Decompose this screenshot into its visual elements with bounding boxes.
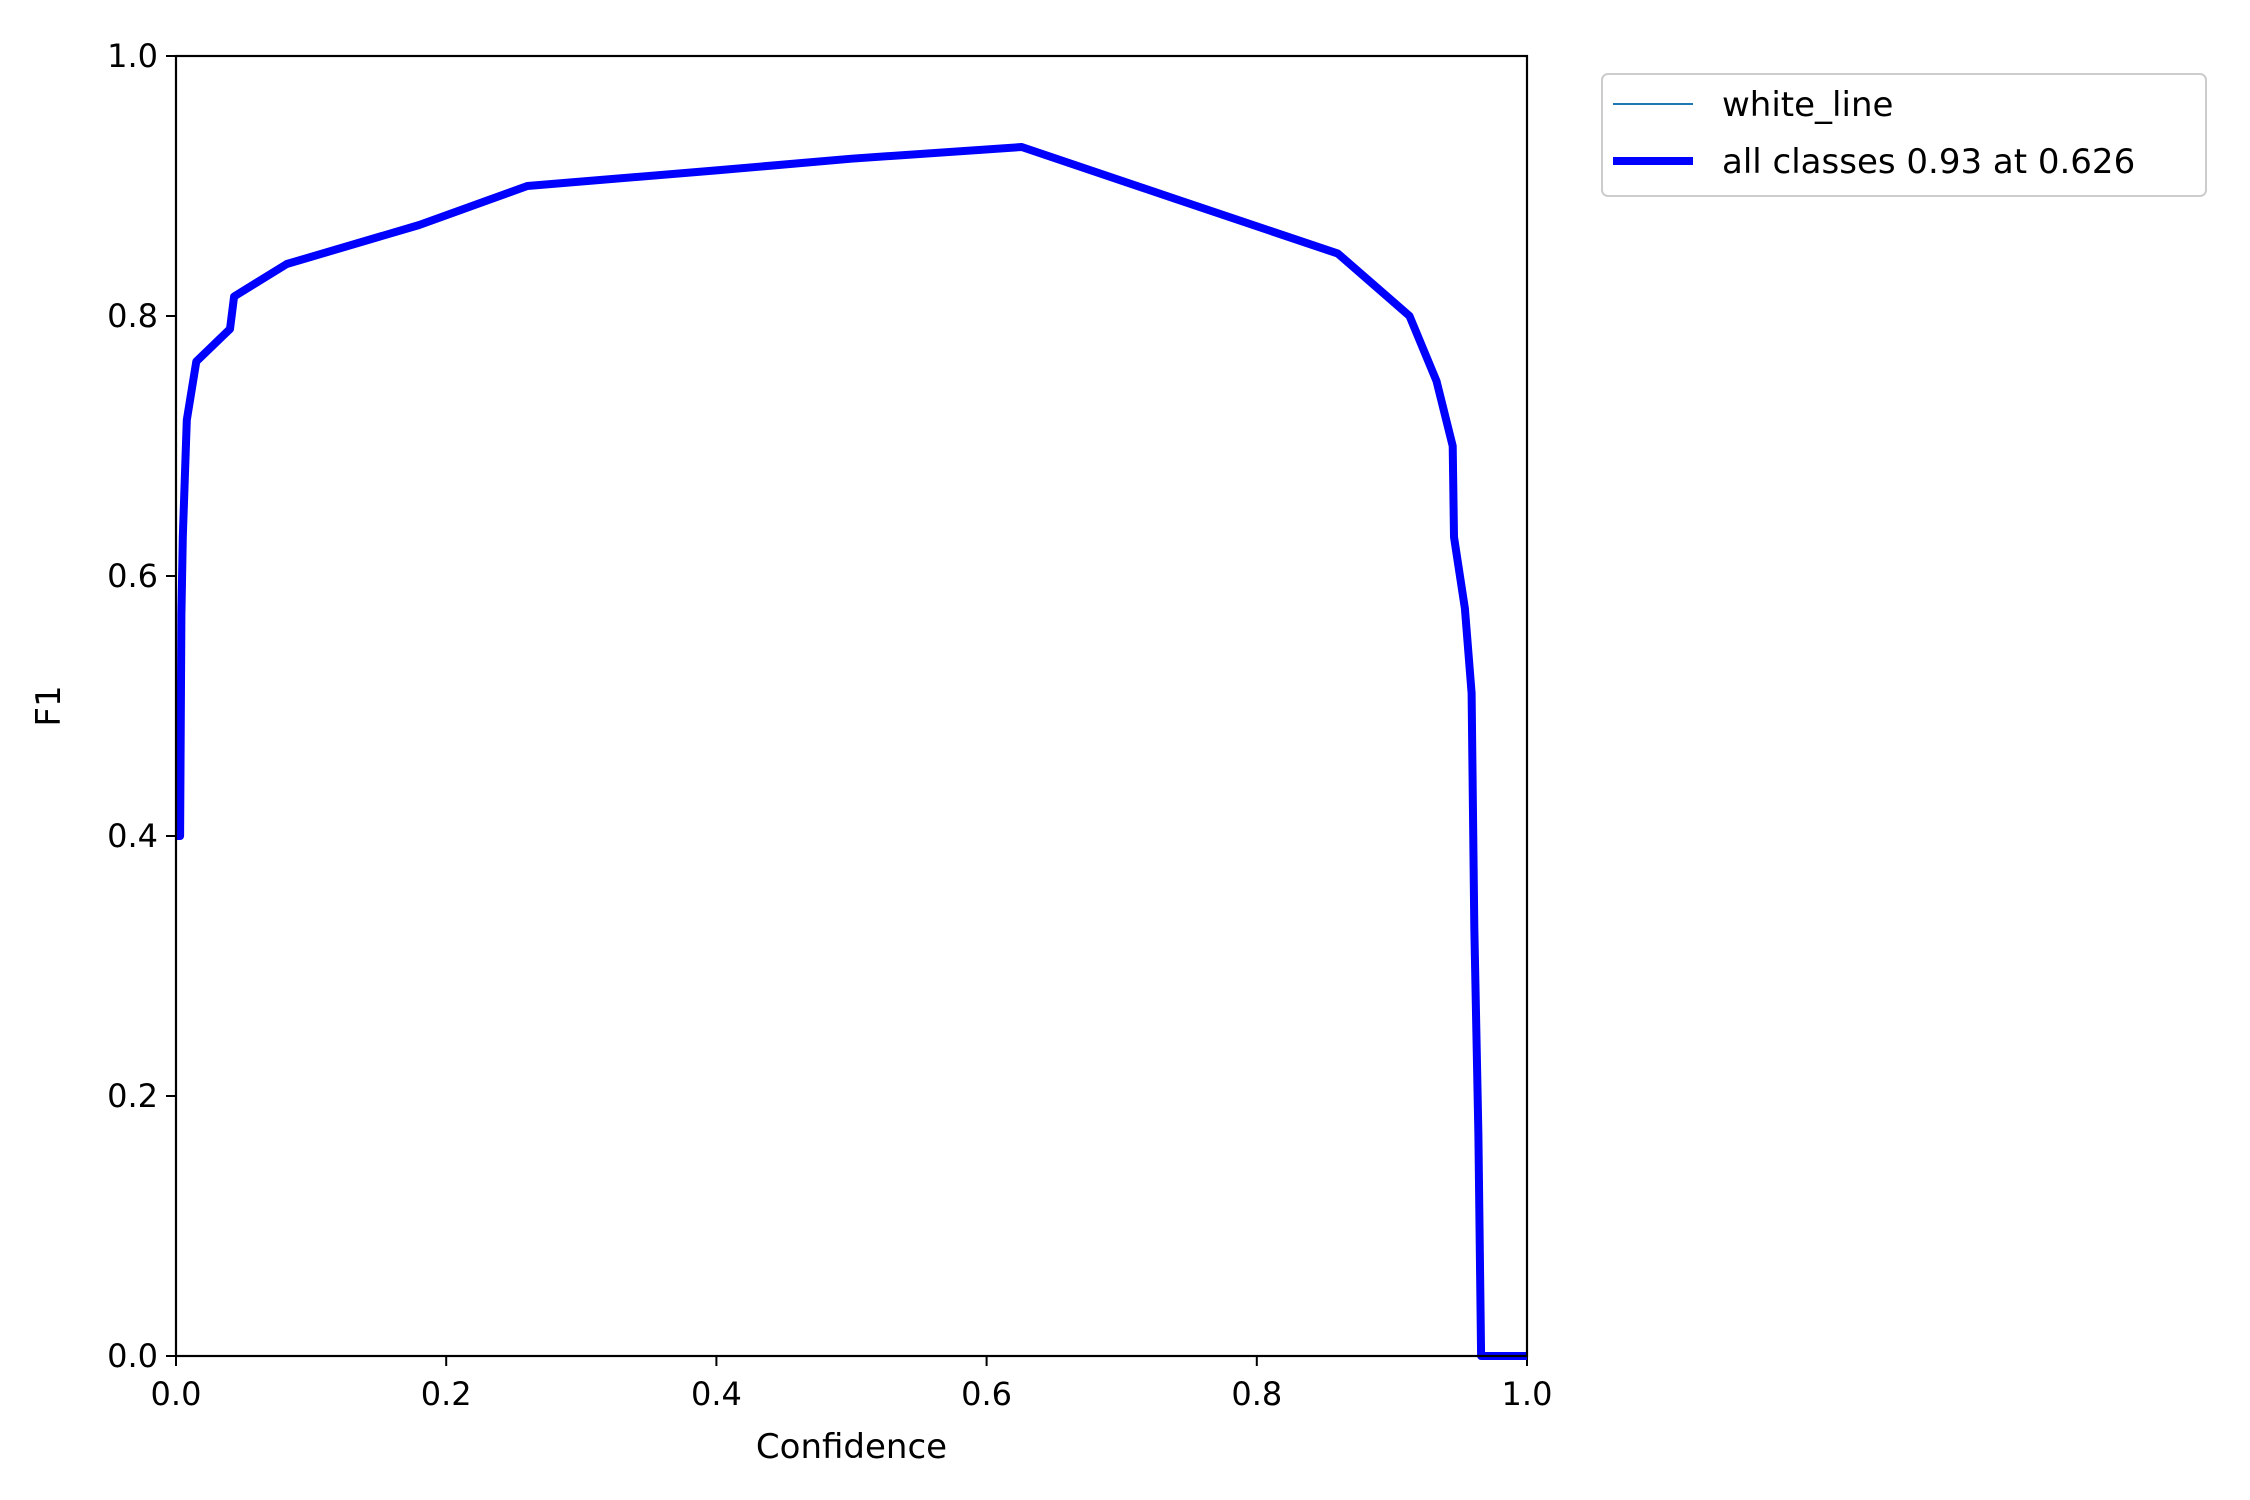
x-tick-label: 0.6: [961, 1375, 1012, 1413]
x-axis-label: Confidence: [756, 1427, 947, 1467]
y-tick-label: 0.0: [107, 1337, 158, 1375]
legend-label-all-classes: all classes 0.93 at 0.626: [1722, 142, 2135, 182]
x-tick-label: 0.4: [691, 1375, 742, 1413]
y-tick-label: 0.2: [107, 1077, 158, 1115]
y-axis-label: F1: [29, 685, 69, 726]
plot-series: [176, 143, 1527, 1360]
y-axis-ticks: 0.0 0.2 0.4 0.6 0.8 1.0: [107, 37, 176, 1375]
x-tick-label: 0.0: [151, 1375, 202, 1413]
y-tick-label: 1.0: [107, 37, 158, 75]
y-tick-label: 0.6: [107, 557, 158, 595]
y-tick-label: 0.4: [107, 817, 158, 855]
x-tick-label: 0.2: [421, 1375, 472, 1413]
legend-box: [1601, 73, 2207, 197]
x-tick-label: 1.0: [1502, 1375, 1553, 1413]
series-line-all-classes: [176, 143, 1527, 1360]
y-tick-label: 0.8: [107, 297, 158, 335]
x-tick-label: 0.8: [1231, 1375, 1282, 1413]
plot-frame: [174, 54, 1529, 1358]
x-axis-ticks: 0.0 0.2 0.4 0.6 0.8 1.0: [151, 1356, 1553, 1413]
legend-label-white-line: white_line: [1722, 85, 1893, 125]
legend: white_line all classes 0.93 at 0.626: [1601, 73, 2207, 197]
